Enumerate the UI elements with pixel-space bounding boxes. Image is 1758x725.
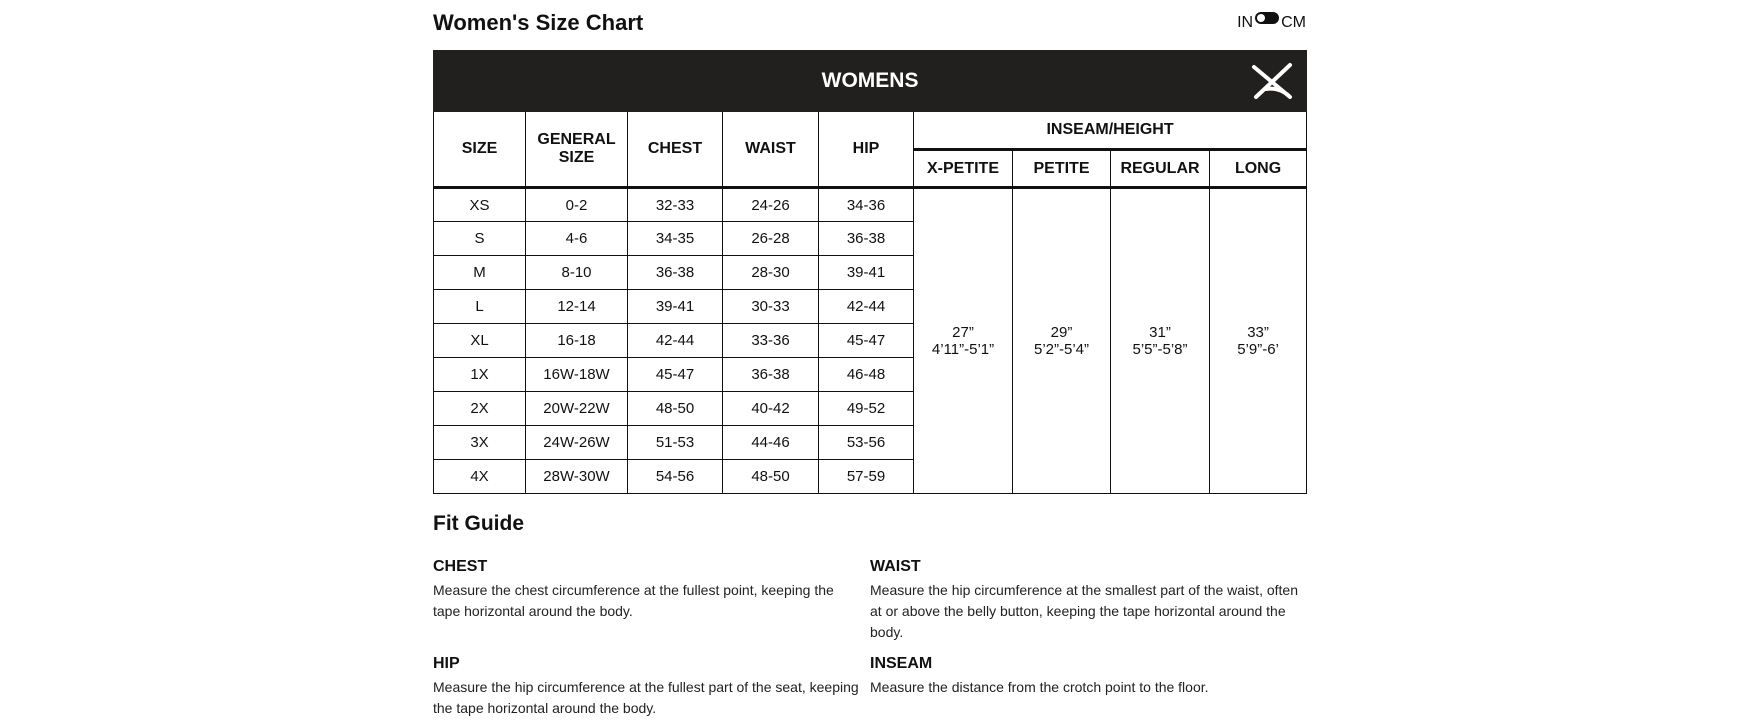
height-range: 5’9”-6’ (1237, 341, 1279, 358)
guide-hip: HIP Measure the hip circumference at the … (433, 655, 859, 716)
cell-size: 4X (433, 459, 526, 494)
unit-cm-label: CM (1281, 14, 1306, 31)
table-row: XS 0-2 32-33 24-26 34-36 27” 4’11”-5’1” 29” 5’2”… (433, 187, 1308, 494)
cell-chest: 32-33 (627, 187, 723, 222)
header-chest: CHEST (627, 111, 723, 189)
header-inseam-height: INSEAM/HEIGHT (912, 111, 1308, 151)
inseam-value: 27” (952, 324, 974, 341)
cell-hip: 34-36 (818, 187, 914, 222)
cell-general-size: 16-18 (525, 323, 628, 358)
page-title: Women's Size Chart (433, 10, 644, 35)
cell-size: XS (433, 187, 526, 222)
height-range: 5’2”-5’4” (1033, 341, 1090, 358)
cell-chest: 48-50 (627, 391, 723, 426)
unit-in-label: IN (1237, 14, 1254, 31)
cell-waist: 28-30 (722, 255, 819, 290)
header-regular: REGULAR (1110, 149, 1210, 189)
header-long: LONG (1208, 149, 1308, 189)
cell-hip: 36-38 (818, 221, 914, 256)
header-petite: PETITE (1012, 149, 1111, 189)
cell-inseam-height: 31” 5’5”-5’8” (1110, 187, 1210, 494)
guide-inseam: INSEAM Measure the distance from the crot… (870, 655, 1209, 695)
cell-hip: 49-52 (818, 391, 914, 426)
cell-hip: 53-56 (818, 425, 914, 460)
cell-waist: 30-33 (722, 289, 819, 324)
guide-waist: WAIST Measure the hip circumference at th… (870, 558, 1298, 640)
cell-waist: 40-42 (722, 391, 819, 426)
cell-inseam-height: 29” 5’2”-5’4” (1012, 187, 1111, 494)
table-row: XL 16-18 42-44 33-36 45-47 (433, 323, 1307, 358)
cell-hip: 39-41 (818, 255, 914, 290)
header-hip: HIP (818, 111, 914, 189)
inseam-value: 29” (1050, 324, 1073, 341)
cell-hip: 46-48 (818, 357, 914, 392)
table-row: 4X 28W-30W 54-56 48-50 57-59 (433, 459, 1307, 494)
cell-chest: 45-47 (627, 357, 723, 392)
fit-guide-title: Fit Guide (433, 512, 524, 535)
table-row: 3X 24W-26W 51-53 44-46 53-56 (433, 425, 1307, 460)
table-banner: WOMENS (432, 50, 1308, 112)
cell-general-size: 28W-30W (525, 459, 628, 494)
header-size: SIZE (433, 111, 526, 189)
height-range: 5’5”-5’8” (1132, 341, 1188, 358)
cell-general-size: 8-10 (525, 255, 628, 290)
cell-size: M (433, 255, 526, 290)
table-row: M 8-10 36-38 28-30 39-41 (433, 255, 1307, 290)
header-general-size: GENERAL SIZE (525, 111, 628, 189)
cell-general-size: 4-6 (525, 221, 628, 256)
cell-chest: 39-41 (627, 289, 723, 324)
cell-waist: 36-38 (722, 357, 819, 392)
cell-hip: 45-47 (818, 323, 914, 358)
cell-waist: 26-28 (722, 221, 819, 256)
cell-general-size: 12-14 (525, 289, 628, 324)
cell-chest: 54-56 (627, 459, 723, 494)
cell-waist: 33-36 (722, 323, 819, 358)
cell-waist: 24-26 (722, 187, 819, 222)
cell-size: 2X (433, 391, 526, 426)
cell-hip: 42-44 (818, 289, 914, 324)
toggle-switch[interactable] (1255, 12, 1280, 24)
cell-chest: 36-38 (627, 255, 723, 290)
size-table: WOMENS SIZE GENERAL SIZE CHEST WAIST HIP… (432, 50, 1308, 494)
cell-inseam-height: 33” 5’9”-6’ (1208, 187, 1308, 494)
guide-chest: CHEST Measure the chest circumference at … (433, 558, 834, 619)
inseam-value: 33” (1247, 324, 1269, 341)
cell-size: 3X (433, 425, 526, 460)
cell-chest: 51-53 (627, 425, 723, 460)
cell-waist: 44-46 (722, 425, 819, 460)
cell-general-size: 16W-18W (525, 357, 628, 392)
cell-size: S (433, 221, 526, 256)
cell-size: XL (433, 323, 526, 358)
unit-toggle[interactable]: IN CM (1237, 12, 1306, 32)
cell-size: L (433, 289, 526, 324)
height-range: 4’11”-5’1” (931, 341, 995, 358)
inseam-value: 31” (1149, 324, 1171, 341)
cell-general-size: 24W-26W (525, 425, 628, 460)
brand-logo-icon (1252, 63, 1293, 99)
cell-hip: 57-59 (818, 459, 914, 494)
cell-general-size: 20W-22W (525, 391, 628, 426)
cell-general-size: 0-2 (525, 187, 628, 222)
table-row: 2X 20W-22W 48-50 40-42 49-52 (433, 391, 1307, 426)
cell-chest: 34-35 (627, 221, 723, 256)
cell-chest: 42-44 (627, 323, 723, 358)
header-waist: WAIST (722, 111, 819, 189)
header-x-petite: X-PETITE (913, 149, 1013, 189)
cell-size: 1X (433, 357, 526, 392)
table-row: L 12-14 39-41 30-33 42-44 (433, 289, 1307, 324)
cell-inseam-height: 27” 4’11”-5’1” (913, 187, 1013, 494)
cell-waist: 48-50 (722, 459, 819, 494)
